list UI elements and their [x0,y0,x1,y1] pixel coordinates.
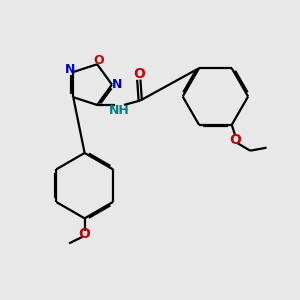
Text: N: N [112,78,122,91]
Text: NH: NH [109,104,130,117]
Text: O: O [133,67,145,81]
Text: N: N [64,63,75,76]
Text: O: O [79,227,91,241]
Text: O: O [93,54,104,67]
Text: O: O [230,133,241,147]
